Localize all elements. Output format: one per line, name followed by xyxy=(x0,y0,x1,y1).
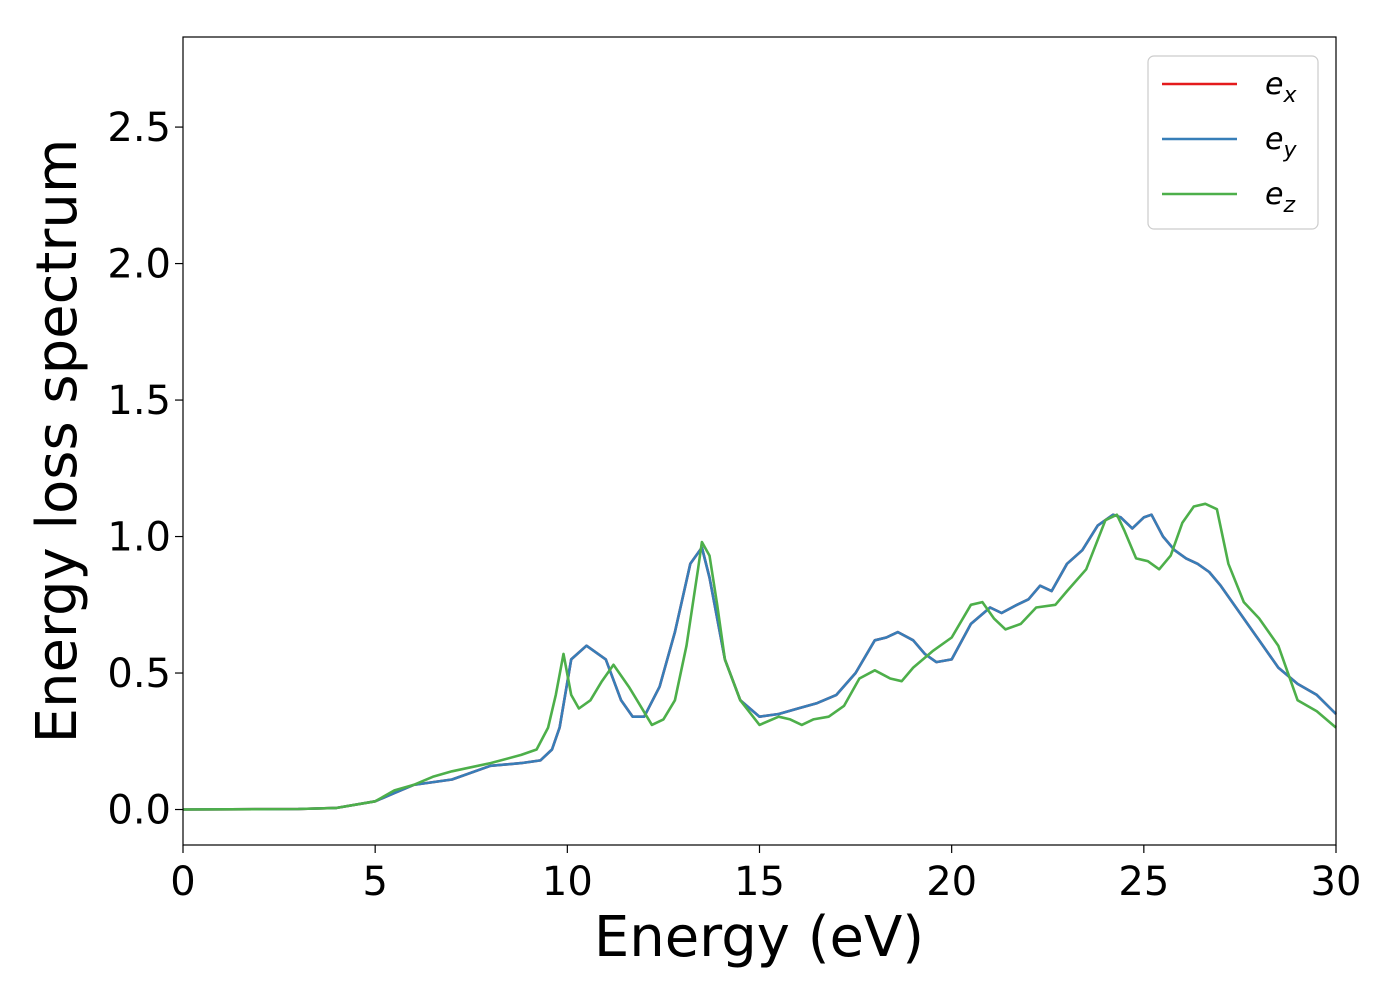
series-line-y xyxy=(182,513,1337,811)
legend-label-z: ez xyxy=(1265,177,1295,218)
x-tick-label: 15 xyxy=(734,859,785,905)
x-tick-label: 30 xyxy=(1311,859,1362,905)
x-axis-title: Energy (eV) xyxy=(594,905,924,970)
y-tick-label: 1.0 xyxy=(107,515,171,561)
series-line-x xyxy=(182,513,1337,811)
y-axis-ticks: 0.0 0.5 1.0 1.5 2.0 2.5 xyxy=(107,105,183,834)
y-tick-label: 2.0 xyxy=(107,242,171,288)
x-tick-label: 5 xyxy=(362,859,387,905)
y-tick-label: 0.0 xyxy=(107,788,171,834)
legend-label-x: ex xyxy=(1265,67,1297,108)
x-tick-label: 10 xyxy=(542,859,593,905)
plot-frame xyxy=(182,36,1337,846)
y-tick-label: 0.5 xyxy=(107,651,171,697)
x-tick-label: 20 xyxy=(926,859,977,905)
legend: ex ey ez xyxy=(1147,55,1319,230)
series-layer xyxy=(182,502,1337,811)
x-axis-ticks: 0 5 10 15 20 25 30 xyxy=(170,845,1361,905)
y-tick-label: 1.5 xyxy=(107,378,171,424)
x-tick-label: 0 xyxy=(170,859,195,905)
y-tick-label: 2.5 xyxy=(107,105,171,151)
legend-frame xyxy=(1147,55,1319,230)
y-axis-title: Energy loss spectrum xyxy=(25,139,90,744)
legend-label-y: ey xyxy=(1265,122,1297,163)
x-tick-label: 25 xyxy=(1118,859,1169,905)
series-line-z xyxy=(182,502,1337,811)
